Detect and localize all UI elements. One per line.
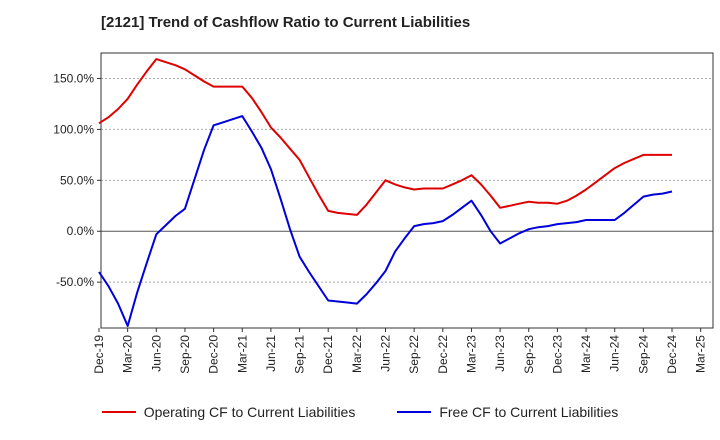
x-tick-label: Dec-21 [321, 335, 335, 374]
x-tick-label: Mar-25 [694, 335, 708, 373]
x-tick-label: Dec-22 [436, 335, 450, 374]
x-axis: Dec-19 Mar-20 Jun-20 Sep-20 Dec-20 Mar-21 Jun-… [92, 328, 708, 374]
series-line-operating-cf [98, 58, 672, 216]
y-tick-label: 0.0% [67, 224, 95, 238]
y-axis: 150.0% 100.0% 50.0% 0.0% -50.0% [53, 71, 101, 289]
legend-label-free: Free CF to Current Liabilities [439, 404, 619, 420]
legend: Operating CF to Current Liabilities Free… [0, 404, 720, 420]
x-tick-label: Jun-24 [608, 335, 622, 372]
y-tick-label: -50.0% [56, 275, 94, 289]
x-tick-label: Sep-23 [522, 335, 536, 374]
x-tick-label: Sep-20 [178, 335, 192, 374]
legend-label-operating: Operating CF to Current Liabilities [143, 404, 356, 420]
x-tick-label: Sep-22 [407, 335, 421, 374]
legend-item-free: Free CF to Current Liabilities [397, 404, 618, 420]
x-tick-label: Jun-22 [379, 335, 393, 372]
y-tick-label: 50.0% [60, 173, 94, 187]
legend-item-operating: Operating CF to Current Liabilities [101, 404, 356, 420]
x-tick-label: Dec-24 [665, 335, 679, 374]
x-tick-label: Mar-22 [350, 335, 364, 373]
x-tick-label: Mar-23 [464, 335, 478, 373]
x-tick-label: Dec-20 [207, 335, 221, 374]
x-tick-label: Jun-20 [149, 335, 163, 372]
legend-swatch-operating [101, 411, 136, 413]
x-tick-label: Mar-20 [121, 335, 135, 373]
x-tick-label: Jun-21 [264, 335, 278, 372]
series-lines [98, 58, 673, 327]
y-tick-label: 150.0% [53, 71, 94, 85]
x-tick-label: Mar-21 [235, 335, 249, 373]
gridlines [101, 77, 713, 283]
plot-frame [100, 52, 714, 329]
legend-swatch-free [397, 411, 432, 413]
series-line-free-cf [98, 115, 673, 327]
x-tick-label: Dec-19 [92, 335, 106, 374]
x-tick-label: Sep-21 [293, 335, 307, 374]
x-tick-label: Jun-23 [493, 335, 507, 372]
chart-title: [2121] Trend of Cashflow Ratio to Curren… [101, 14, 471, 31]
y-tick-label: 100.0% [53, 122, 94, 136]
x-tick-label: Sep-24 [636, 335, 650, 374]
x-tick-label: Mar-24 [579, 335, 593, 373]
x-tick-label: Dec-23 [550, 335, 564, 374]
